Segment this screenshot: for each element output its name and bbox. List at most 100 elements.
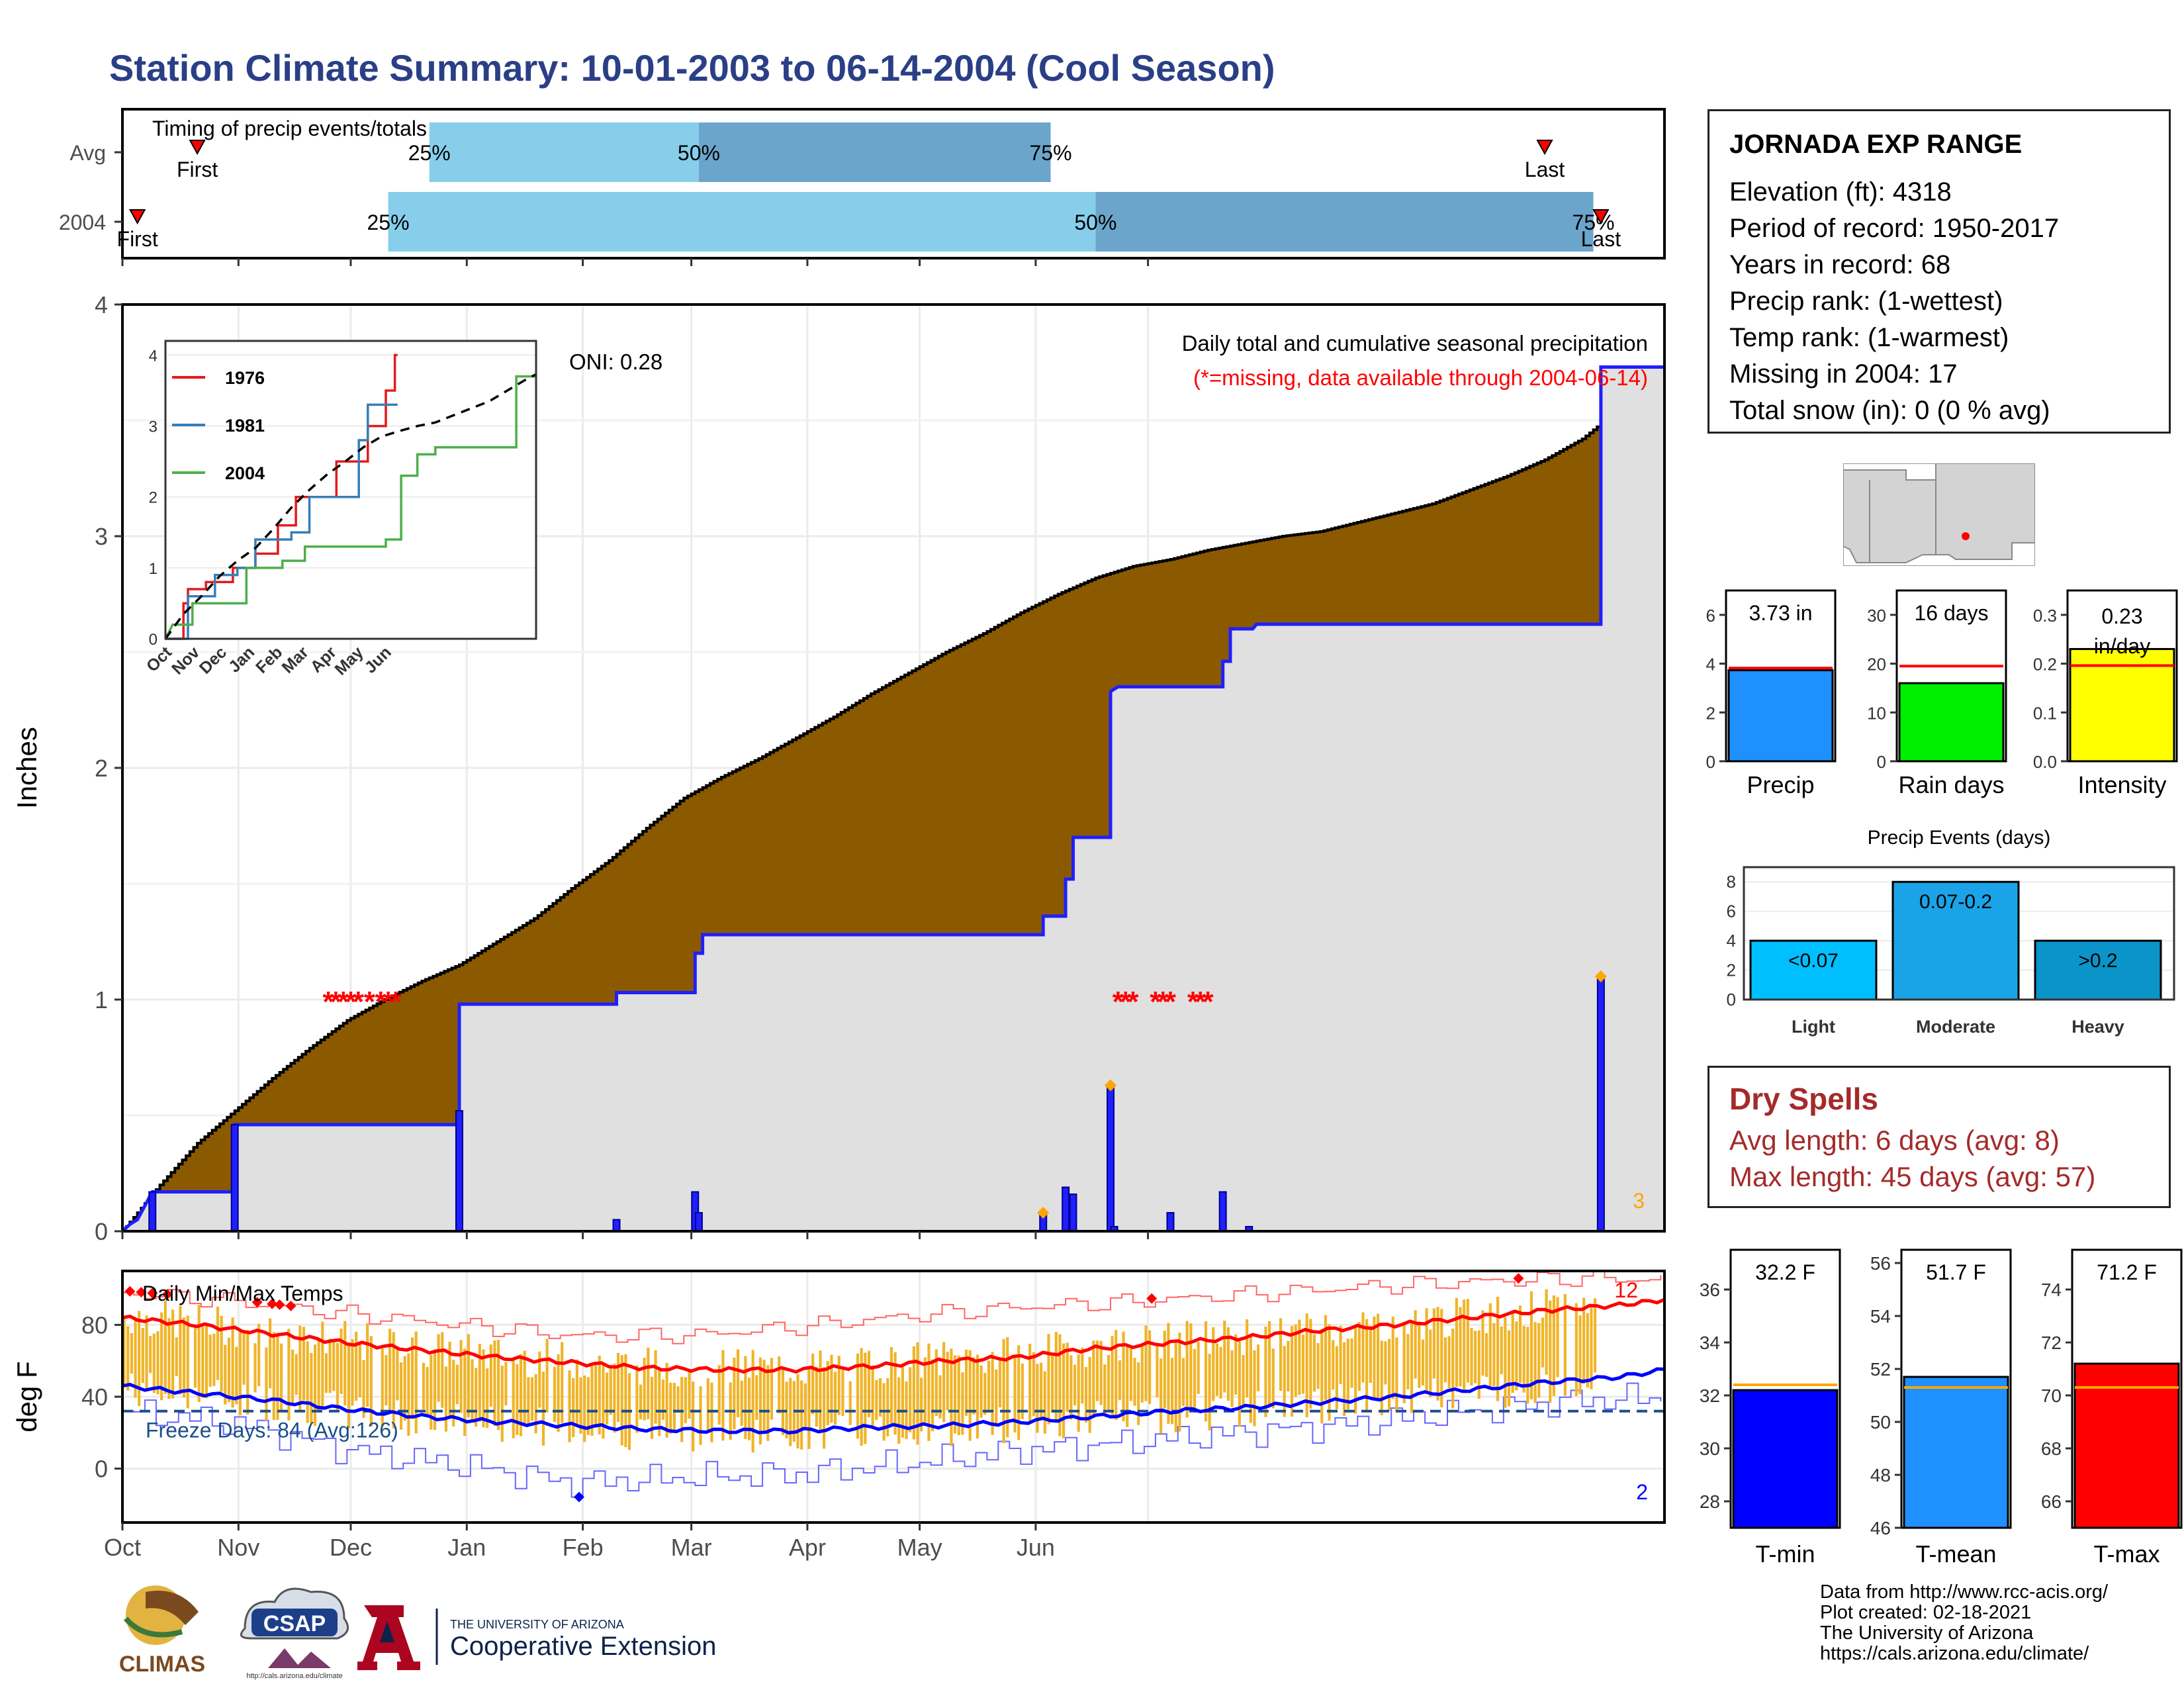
mini-value-label: 51.7 F: [1926, 1260, 1986, 1284]
temp-x-tick-label: Oct: [104, 1534, 141, 1561]
inset-series-1981: [165, 403, 398, 640]
dry-spells-box: Dry Spells Avg length: 6 days (avg: 8) M…: [1707, 1066, 2171, 1208]
daily-temp-ranges: [122, 1289, 1597, 1453]
station-years: Years in record: 68: [1729, 250, 1951, 279]
temp-chart: Freeze Days: 84 (Avg:126) Daily Min/Max T…: [11, 1270, 1666, 1561]
timing-q25-q50: [388, 192, 1096, 252]
mini-category-label: Intensity: [2077, 771, 2166, 798]
inset-border: [164, 340, 537, 640]
timing-marker-label: Last: [1581, 227, 1621, 251]
mini-y-tick-label: 46: [1870, 1518, 1891, 1538]
record-high-line: [122, 1271, 1662, 1344]
temp-y-tick-label: 80: [81, 1311, 108, 1338]
timing-q50-q75: [698, 122, 1051, 182]
record-high-marker: [147, 1288, 158, 1299]
event-category-label: Moderate: [1916, 1017, 1995, 1037]
record-high-marker: [251, 1297, 263, 1308]
inset-legend-label: 1981: [225, 416, 265, 436]
temp-x-tick-label: Feb: [563, 1534, 604, 1561]
temp-x-tick-label: Nov: [217, 1534, 259, 1561]
credits: Data from http://www.rcc-acis.org/ Plot …: [1820, 1582, 2108, 1664]
event-bar-Heavy: [2034, 939, 2162, 1001]
missing-marker: *: [1150, 986, 1161, 1018]
inset-y-tick-label: 3: [149, 418, 158, 436]
mini-y-tick-label: 30: [1867, 606, 1886, 626]
temp-y-tick-label: 0: [95, 1456, 108, 1483]
credit-data-source: Data from http://www.rcc-acis.org/: [1820, 1581, 2109, 1603]
temp-y-tick-label: 40: [81, 1383, 108, 1411]
y-tick-label: 3: [95, 523, 108, 550]
inset-y-tick-label: 1: [149, 560, 158, 578]
csap-logo-url: http://cals.arizona.edu/climate: [246, 1672, 343, 1680]
missing-marker: *: [338, 986, 349, 1018]
mini-y-tick-label: 68: [2041, 1438, 2062, 1459]
temp-x-tick-label: May: [897, 1534, 942, 1561]
record-high-marker: [1513, 1273, 1524, 1284]
timing-q25-q50: [429, 122, 699, 182]
mini-value-label: 32.2 F: [1755, 1260, 1815, 1284]
y-tick-label: 4: [95, 291, 108, 318]
record-high-marker: [124, 1286, 136, 1297]
avg-cumulative-line: [122, 369, 1666, 1233]
ua-logo-line1: THE UNIVERSITY OF ARIZONA: [450, 1618, 624, 1631]
timing-marker-label: First: [177, 158, 218, 181]
daily-precip-bar: [612, 1219, 621, 1232]
event-bar-label: >0.2: [2078, 950, 2117, 972]
missing-marker: *: [345, 986, 357, 1018]
credit-university: The University of Arizona: [1820, 1622, 2034, 1644]
missing-marker: *: [353, 986, 365, 1018]
event-category-label: Heavy: [2071, 1017, 2124, 1037]
locator-map: [1843, 463, 2035, 566]
mini-value-label-unit: in/day: [2094, 634, 2150, 658]
mini-y-tick-label: 30: [1700, 1438, 1720, 1459]
y-tick-label: 2: [95, 755, 108, 782]
inset-y-tick-label: 0: [149, 631, 158, 649]
daily-precip-bar: [1596, 976, 1605, 1232]
mini-bar-Precip: [1727, 669, 1834, 763]
temp-x-tick-label: Apr: [789, 1534, 826, 1561]
inset-y-tick-label: 2: [149, 489, 158, 507]
missing-marker: *: [1195, 986, 1206, 1018]
timing-quantile-label: 25%: [367, 211, 410, 234]
climas-logo: CLIMAS: [119, 1585, 205, 1677]
mini-y-tick-label: 66: [2041, 1491, 2062, 1512]
missing-marker: *: [322, 986, 334, 1018]
precip-events-title: Precip Events (days): [1868, 827, 2051, 849]
record-precip-marker: [1105, 1079, 1117, 1092]
mini-category-label: Precip: [1747, 771, 1814, 798]
mini-bar-charts: 0 2 4 6 3.73 in Precip 0 10 20 30 16 days Rain days…: [1706, 589, 2178, 798]
oni-label: ONI: 0.28: [569, 350, 662, 374]
events-y-tick-label: 0: [1727, 990, 1736, 1009]
mini-y-tick-label: 0.1: [2033, 703, 2057, 723]
mini-y-tick-label: 32: [1700, 1385, 1720, 1406]
events-y-tick-label: 4: [1727, 931, 1736, 951]
station-temp-rank: Temp rank: (1-warmest): [1729, 323, 2009, 352]
event-category-label: Light: [1792, 1017, 1835, 1037]
record-low-line: [122, 1382, 1662, 1498]
timing-marker-label: First: [117, 227, 158, 251]
missing-marker: *: [1113, 986, 1124, 1018]
csap-logo: CSAP http://cals.arizona.edu/climate: [240, 1587, 349, 1680]
ua-logo: THE UNIVERSITY OF ARIZONA Cooperative Ex…: [357, 1605, 716, 1670]
missing-marker: *: [1120, 986, 1132, 1018]
y-axis-label: Inches: [11, 727, 42, 809]
station-snow: Total snow (in): 0 (0 % avg): [1729, 396, 2050, 425]
record-high-count: 12: [1614, 1278, 1638, 1302]
mini-y-tick-label: 0: [1877, 752, 1886, 772]
timing-q50-q75: [1095, 192, 1594, 252]
missing-marker: *: [1202, 986, 1214, 1018]
mini-y-tick-label: 0.0: [2033, 752, 2057, 772]
mini-y-tick-label: 36: [1700, 1280, 1720, 1300]
mini-y-tick-label: 70: [2041, 1385, 2062, 1406]
mini-value-label: 0.23: [2101, 604, 2142, 628]
climas-logo-text: CLIMAS: [119, 1652, 205, 1677]
daily-precip-bar: [1218, 1191, 1227, 1232]
events-y-tick-label: 8: [1727, 872, 1736, 892]
mini-bar-Intensity: [2069, 647, 2175, 763]
daily-precip-bar: [1062, 1186, 1070, 1232]
ua-logo-line2: Cooperative Extension: [450, 1632, 716, 1661]
cum-2004-area: [122, 367, 1664, 1231]
tmax-avg-line: [122, 1297, 1665, 1374]
csap-logo-text: CSAP: [263, 1611, 326, 1636]
